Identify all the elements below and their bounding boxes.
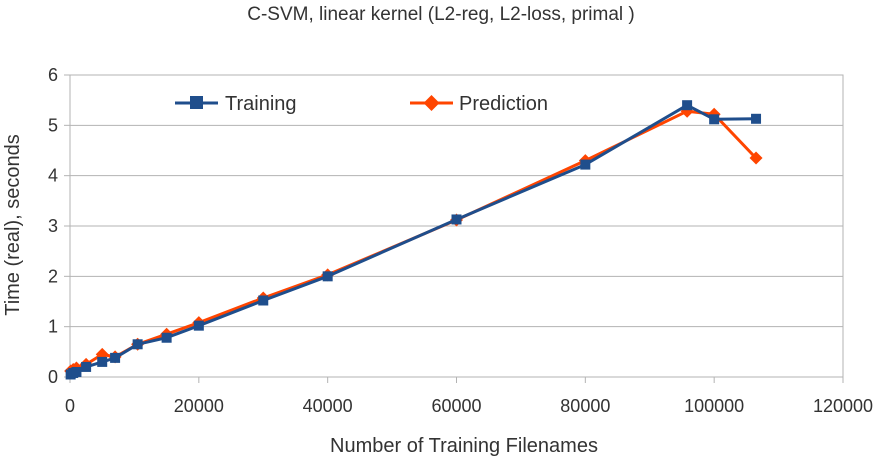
series-layer — [64, 100, 763, 380]
x-axis-title: Number of Training Filenames — [330, 435, 598, 457]
y-tick-label: 1 — [48, 317, 58, 337]
y-tick-label: 3 — [48, 216, 58, 236]
data-point-training — [132, 339, 143, 350]
y-tick-label: 0 — [48, 367, 58, 387]
data-point-training — [110, 352, 121, 363]
y-axis: 0 1 2 3 4 5 6 — [48, 65, 70, 387]
legend-label-prediction: Prediction — [459, 93, 548, 115]
x-tick-label: 80000 — [560, 396, 610, 416]
data-point-training — [258, 295, 269, 306]
y-tick-label: 6 — [48, 65, 58, 85]
series-line-training — [69, 103, 757, 376]
y-tick-label: 5 — [48, 115, 58, 135]
data-point-training — [709, 114, 720, 125]
y-tick-label: 4 — [48, 166, 58, 186]
data-point-training — [81, 361, 92, 372]
y-axis-title: Time (real), seconds — [2, 134, 24, 316]
data-point-training — [322, 271, 333, 282]
data-point-prediction — [749, 151, 763, 165]
x-tick-label: 0 — [65, 396, 75, 416]
data-point-training — [97, 356, 108, 367]
x-axis: 0 20000 40000 60000 80000 100000 120000 — [65, 377, 873, 416]
series-training — [65, 100, 762, 380]
data-point-training — [161, 332, 172, 343]
legend-marker-prediction — [423, 95, 440, 111]
legend: Training Prediction — [175, 93, 548, 115]
data-point-training — [193, 320, 204, 331]
data-point-training — [451, 214, 462, 225]
series-line-prediction — [69, 109, 758, 373]
data-point-training — [71, 366, 82, 377]
x-tick-label: 60000 — [431, 396, 481, 416]
data-point-training — [751, 113, 762, 124]
legend-label-training: Training — [225, 93, 297, 115]
data-point-training — [580, 159, 591, 170]
x-tick-label: 120000 — [813, 396, 873, 416]
chart-title: C-SVM, linear kernel (L2-reg, L2-loss, p… — [247, 4, 635, 25]
data-point-training — [682, 100, 693, 111]
x-tick-label: 40000 — [303, 396, 353, 416]
x-tick-label: 20000 — [174, 396, 224, 416]
x-tick-label: 100000 — [684, 396, 744, 416]
y-tick-label: 2 — [48, 266, 58, 286]
legend-marker-training — [190, 96, 203, 109]
